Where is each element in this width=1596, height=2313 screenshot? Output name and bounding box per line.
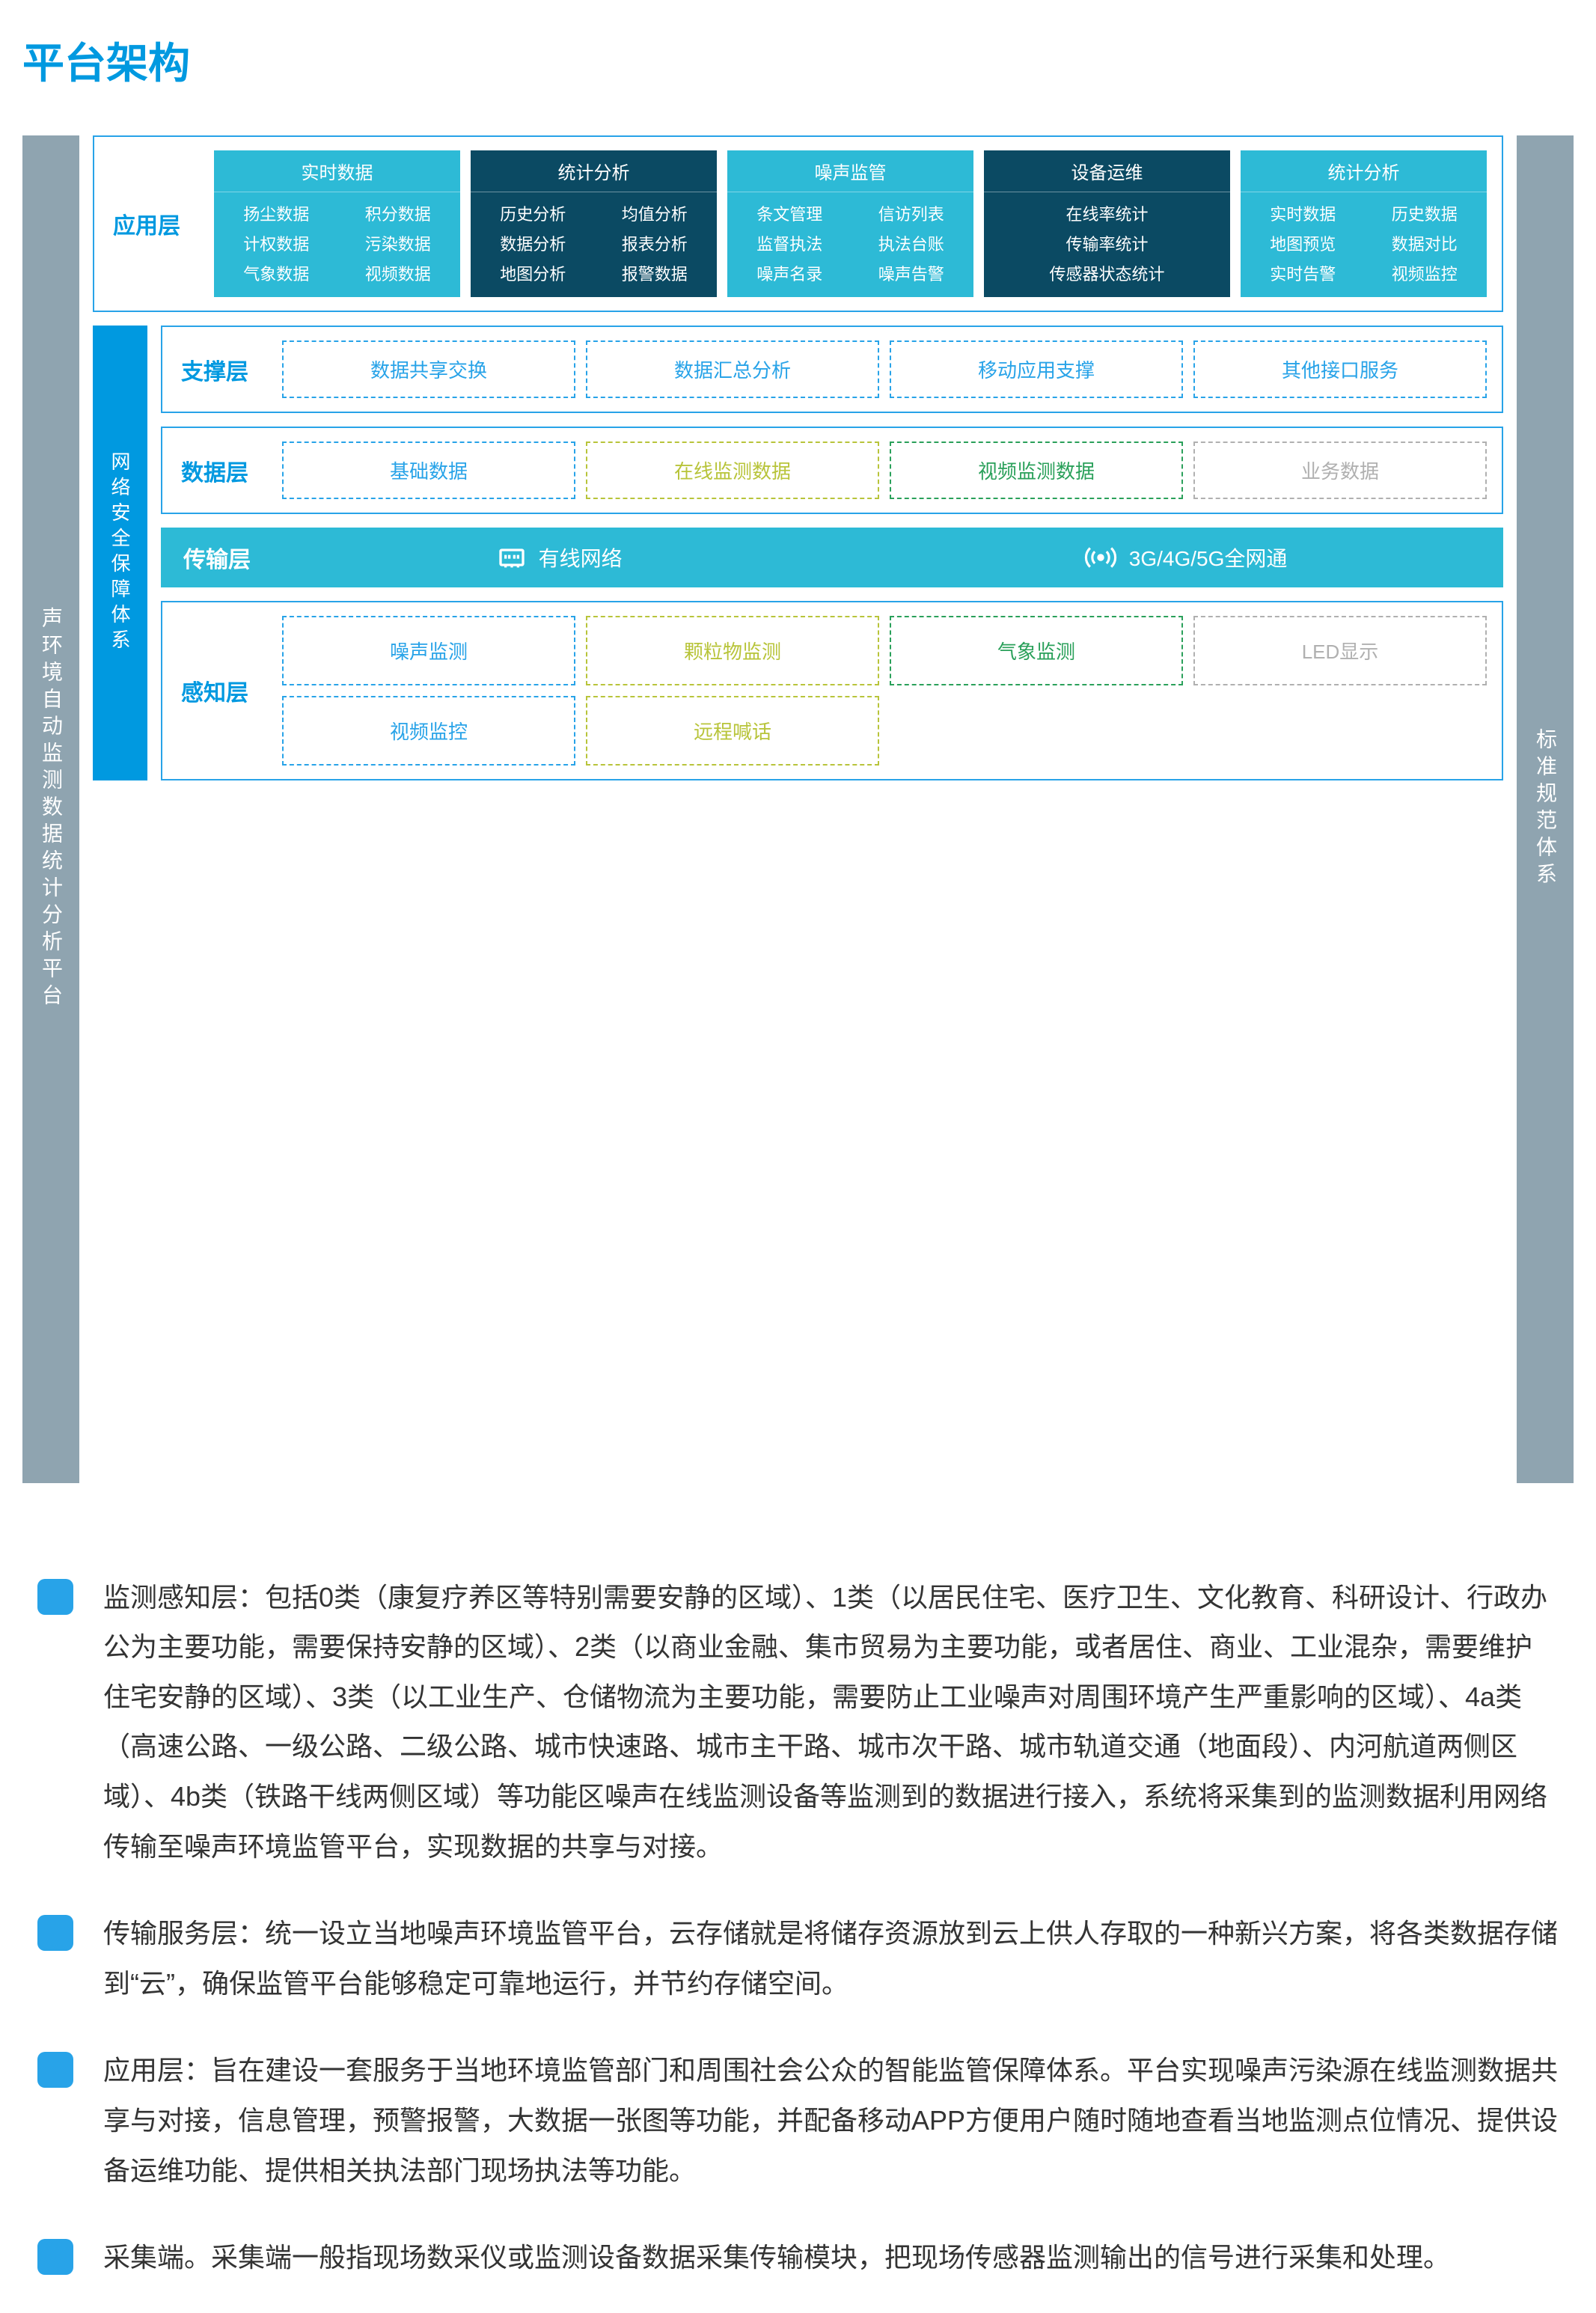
layer-body-data: 基础数据在线监测数据视频监测数据业务数据 (267, 428, 1502, 513)
app-item: 监督执法 (735, 231, 845, 255)
layer-label-support: 支撑层 (162, 327, 267, 412)
app-item: 数据分析 (478, 231, 588, 255)
layer-sense: 感知层 噪声监测颗粒物监测气象监测LED显示视频监控远程喊话 (161, 601, 1503, 780)
app-item: 视频监控 (1370, 261, 1480, 285)
app-item: 历史分析 (478, 201, 588, 225)
transport-wired-label: 有线网络 (539, 543, 623, 572)
dash-box: 气象监测 (890, 616, 1183, 685)
app-item: 条文管理 (735, 201, 845, 225)
app-item: 噪声名录 (735, 261, 845, 285)
app-item: 历史数据 (1370, 201, 1480, 225)
dash-box: 远程喊话 (586, 696, 879, 766)
transport-wired: 有线网络 (497, 543, 623, 572)
dash-box: 业务数据 (1193, 441, 1487, 499)
layer-label-data: 数据层 (162, 428, 267, 513)
app-item: 传感器状态统计 (991, 261, 1223, 285)
app-item: 报表分析 (600, 231, 710, 255)
app-block-body: 历史分析均值分析数据分析报表分析地图分析报警数据 (471, 192, 717, 297)
dash-box: 基础数据 (282, 441, 575, 499)
center-column: 应用层 实时数据扬尘数据积分数据计权数据污染数据气象数据视频数据统计分析历史分析… (93, 135, 1503, 1483)
dash-box: 数据共享交换 (282, 340, 575, 398)
layer-body-transport: 有线网络 3G/4G/5G全网通 (281, 543, 1503, 572)
description-list: 监测感知层：包括0类（康复疗养区等特别需要安静的区域）、1类（以居民住宅、医疗卫… (22, 1573, 1574, 2283)
app-item: 信访列表 (857, 201, 967, 225)
architecture-diagram: 声环境自动监测数据统计分析平台 应用层 实时数据扬尘数据积分数据计权数据污染数据… (22, 135, 1574, 1483)
left-outer-bar: 声环境自动监测数据统计分析平台 (22, 135, 79, 1483)
app-item: 在线率统计 (991, 201, 1223, 225)
description-text: 监测感知层：包括0类（康复疗养区等特别需要安静的区域）、1类（以居民住宅、医疗卫… (103, 1573, 1559, 1872)
dash-box: 其他接口服务 (1193, 340, 1487, 398)
layer-label-app: 应用层 (94, 137, 199, 311)
description-text: 应用层：旨在建设一套服务于当地环境监管部门和周围社会公众的智能监管保障体系。平台… (103, 2046, 1559, 2196)
app-item: 数据对比 (1370, 231, 1480, 255)
app-item: 执法台账 (857, 231, 967, 255)
layer-transport: 传输层 有线网络 3G/4G/5G全网通 (161, 528, 1503, 587)
app-item: 实时告警 (1248, 261, 1358, 285)
layer-body-support: 数据共享交换数据汇总分析移动应用支撑其他接口服务 (267, 327, 1502, 412)
dash-box: 移动应用支撑 (890, 340, 1183, 398)
description-text: 采集端。采集端一般指现场数采仪或监测设备数据采集传输模块，把现场传感器监测输出的… (103, 2233, 1559, 2283)
description-text: 传输服务层：统一设立当地噪声环境监管平台，云存储就是将储存资源放到云上供人存取的… (103, 1909, 1559, 2008)
bullet-icon (37, 1579, 73, 1615)
app-item: 积分数据 (343, 201, 453, 225)
app-item: 气象数据 (221, 261, 331, 285)
description-item: 监测感知层：包括0类（康复疗养区等特别需要安静的区域）、1类（以居民住宅、医疗卫… (37, 1573, 1559, 1872)
app-item: 报警数据 (600, 261, 710, 285)
description-item: 传输服务层：统一设立当地噪声环境监管平台，云存储就是将储存资源放到云上供人存取的… (37, 1909, 1559, 2008)
signal-icon (1084, 543, 1117, 572)
dash-box: 颗粒物监测 (586, 616, 879, 685)
layer-data: 数据层 基础数据在线监测数据视频监测数据业务数据 (161, 427, 1503, 514)
dash-box: 视频监控 (282, 696, 575, 766)
dash-box: 视频监测数据 (890, 441, 1183, 499)
app-block-body: 实时数据历史数据地图预览数据对比实时告警视频监控 (1241, 192, 1487, 297)
bullet-icon (37, 2052, 73, 2088)
dash-box: 数据汇总分析 (586, 340, 879, 398)
app-block-body: 在线率统计传输率统计传感器状态统计 (984, 192, 1230, 297)
dash-box: 在线监测数据 (586, 441, 879, 499)
mid-right: 支撑层 数据共享交换数据汇总分析移动应用支撑其他接口服务 数据层 基础数据在线监… (161, 326, 1503, 780)
layer-support: 支撑层 数据共享交换数据汇总分析移动应用支撑其他接口服务 (161, 326, 1503, 413)
app-block-header: 设备运维 (984, 150, 1230, 192)
dash-box: LED显示 (1193, 616, 1487, 685)
app-block: 统计分析历史分析均值分析数据分析报表分析地图分析报警数据 (471, 150, 717, 297)
app-item: 扬尘数据 (221, 201, 331, 225)
layer-app: 应用层 实时数据扬尘数据积分数据计权数据污染数据气象数据视频数据统计分析历史分析… (93, 135, 1503, 312)
mid-group: 网络安全保障体系 支撑层 数据共享交换数据汇总分析移动应用支撑其他接口服务 数据… (93, 326, 1503, 780)
ethernet-icon (497, 543, 527, 572)
description-item: 采集端。采集端一般指现场数采仪或监测设备数据采集传输模块，把现场传感器监测输出的… (37, 2233, 1559, 2283)
layer-label-sense: 感知层 (162, 602, 267, 779)
bullet-icon (37, 2239, 73, 2275)
page-title: 平台架构 (22, 30, 1574, 91)
app-item: 地图预览 (1248, 231, 1358, 255)
description-item: 应用层：旨在建设一套服务于当地环境监管部门和周围社会公众的智能监管保障体系。平台… (37, 2046, 1559, 2196)
app-block-body: 条文管理信访列表监督执法执法台账噪声名录噪声告警 (727, 192, 973, 297)
app-item: 地图分析 (478, 261, 588, 285)
app-item: 视频数据 (343, 261, 453, 285)
app-block-header: 统计分析 (1241, 150, 1487, 192)
transport-wireless-label: 3G/4G/5G全网通 (1129, 543, 1288, 572)
app-block: 实时数据扬尘数据积分数据计权数据污染数据气象数据视频数据 (214, 150, 460, 297)
app-block: 噪声监管条文管理信访列表监督执法执法台账噪声名录噪声告警 (727, 150, 973, 297)
app-item: 实时数据 (1248, 201, 1358, 225)
layer-label-transport: 传输层 (161, 541, 281, 574)
app-item: 均值分析 (600, 201, 710, 225)
layer-body-app: 实时数据扬尘数据积分数据计权数据污染数据气象数据视频数据统计分析历史分析均值分析… (199, 137, 1502, 311)
layer-body-sense: 噪声监测颗粒物监测气象监测LED显示视频监控远程喊话 (267, 602, 1502, 779)
app-block: 统计分析实时数据历史数据地图预览数据对比实时告警视频监控 (1241, 150, 1487, 297)
bullet-icon (37, 1915, 73, 1951)
app-item: 噪声告警 (857, 261, 967, 285)
transport-wireless: 3G/4G/5G全网通 (1084, 543, 1288, 572)
app-block-header: 实时数据 (214, 150, 460, 192)
app-block-body: 扬尘数据积分数据计权数据污染数据气象数据视频数据 (214, 192, 460, 297)
app-block: 设备运维在线率统计传输率统计传感器状态统计 (984, 150, 1230, 297)
right-outer-bar: 标准规范体系 (1517, 135, 1574, 1483)
app-block-header: 统计分析 (471, 150, 717, 192)
app-item: 污染数据 (343, 231, 453, 255)
app-block-header: 噪声监管 (727, 150, 973, 192)
dash-box: 噪声监测 (282, 616, 575, 685)
app-item: 传输率统计 (991, 231, 1223, 255)
inner-left-bar: 网络安全保障体系 (93, 326, 147, 780)
app-item: 计权数据 (221, 231, 331, 255)
